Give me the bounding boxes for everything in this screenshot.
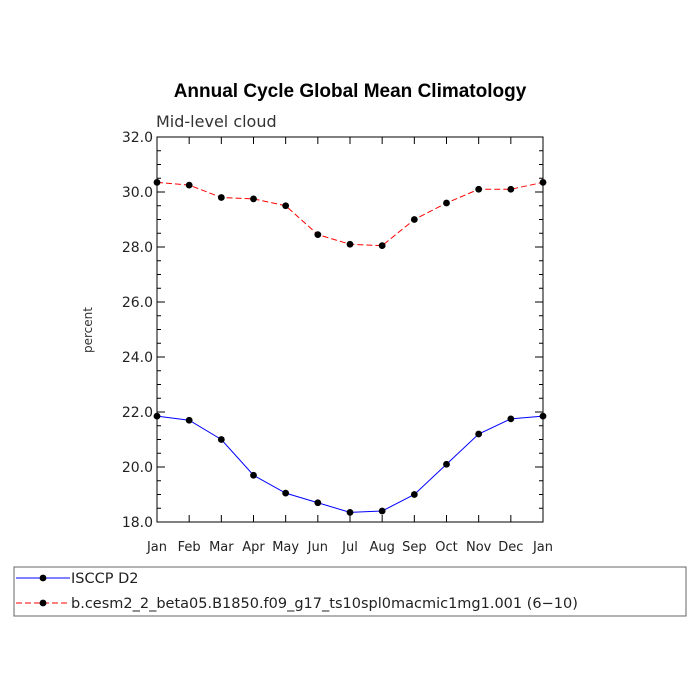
series-1-point — [314, 499, 322, 507]
y-tick-label: 26.0 — [122, 295, 153, 311]
x-tick-label: Mar — [209, 540, 234, 555]
x-tick-label: Feb — [178, 540, 201, 555]
legend-label-2: b.cesm2_2_beta05.B1850.f09_g17_ts10spl0m… — [71, 596, 578, 612]
series-1-point — [410, 491, 418, 498]
x-tick-label: Jan — [532, 540, 553, 555]
series-2-point — [410, 216, 418, 223]
series-2-point — [539, 178, 547, 186]
x-tick-label: Apr — [242, 540, 265, 555]
series-1-point — [153, 412, 161, 420]
y-tick-label: 24.0 — [122, 350, 153, 366]
y-tick-label: 28.0 — [122, 240, 153, 256]
series-2-point — [443, 199, 450, 207]
series-2-point — [185, 181, 193, 189]
series-1-point — [378, 507, 386, 515]
series-1-point — [475, 430, 483, 438]
y-tick-label: 20.0 — [122, 460, 153, 476]
x-axis-ticks: Jan Feb Mar Apr May Jun Jul Aug Sep Oct Nov Dec Jan — [146, 137, 553, 555]
series-1-point — [443, 460, 450, 468]
series-1-point — [346, 508, 354, 516]
chart-subtitle: Mid-level cloud — [156, 112, 277, 131]
x-tick-label: Sep — [402, 540, 427, 555]
y-axis-ticks: 18.0 20.0 22.0 24.0 26.0 28.0 30.0 32.0 — [122, 130, 543, 531]
series-2-point — [475, 185, 483, 193]
series-2-point — [217, 194, 225, 201]
x-tick-label: Jan — [146, 540, 167, 555]
y-tick-label: 22.0 — [122, 405, 153, 421]
x-tick-label: Nov — [466, 540, 492, 555]
legend-label-1: ISCCP D2 — [71, 571, 138, 587]
series-2-point — [153, 178, 161, 186]
x-tick-label: Jun — [307, 540, 328, 555]
legend-marker-2 — [39, 599, 47, 607]
legend-box — [13, 566, 687, 617]
series-1-point — [539, 412, 547, 420]
y-tick-label: 30.0 — [122, 185, 153, 201]
legend: ISCCP D2 b.cesm2_2_beta05.B1850.f09_g17_t… — [16, 571, 578, 612]
series-1-point — [507, 415, 515, 423]
chart-title: Annual Cycle Global Mean Climatology — [174, 81, 527, 102]
series-1-point — [217, 436, 225, 443]
series-2-point — [250, 195, 257, 203]
x-tick-label: Aug — [369, 540, 394, 555]
x-tick-label: Oct — [435, 540, 457, 555]
series-line-2 — [156, 181, 544, 247]
series-2-point — [378, 242, 386, 250]
x-tick-label: Jul — [341, 540, 358, 555]
series-1-point — [185, 416, 193, 424]
x-tick-label: Dec — [498, 540, 523, 555]
legend-marker-1 — [39, 574, 47, 582]
series-2-point — [282, 202, 290, 210]
y-axis-label: percent — [81, 307, 95, 353]
y-tick-label: 18.0 — [122, 515, 153, 531]
series-layer — [153, 178, 547, 516]
series-2-point — [507, 185, 515, 193]
series-line-1 — [156, 415, 544, 513]
series-2-point — [346, 240, 354, 248]
x-tick-label: May — [272, 540, 299, 555]
series-2-point — [314, 231, 322, 239]
series-1-point — [282, 489, 290, 497]
y-tick-label: 32.0 — [122, 130, 153, 146]
series-1-point — [250, 471, 257, 479]
